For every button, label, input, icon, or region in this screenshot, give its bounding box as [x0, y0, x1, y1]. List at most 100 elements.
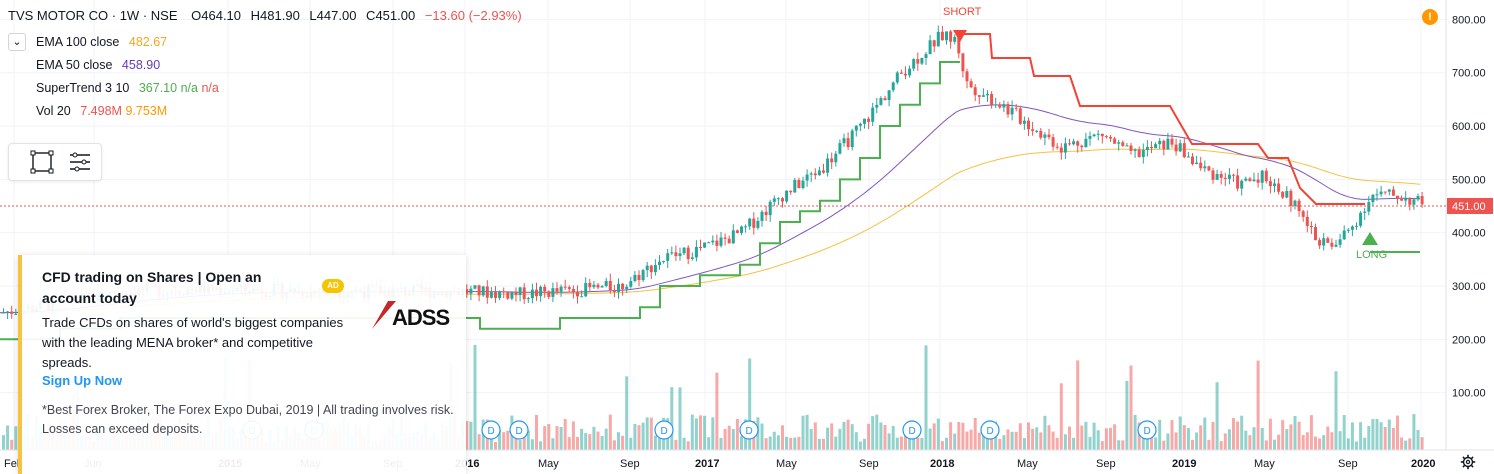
ad-title[interactable]: CFD trading on Shares | Open an account … — [42, 269, 262, 306]
dividend-marker[interactable] — [1137, 420, 1157, 440]
symbol-title[interactable]: TVS MOTOR CO · 1W · NSE — [8, 8, 178, 23]
candle-body — [645, 265, 649, 271]
candle-body — [1367, 202, 1371, 212]
candle-body — [1309, 225, 1313, 228]
time-tick-label: Sep — [859, 458, 879, 470]
candle-body — [1088, 136, 1092, 139]
candle-body — [1059, 147, 1063, 153]
volume-bar — [1178, 416, 1182, 450]
candle-body — [830, 158, 834, 163]
dividend-marker[interactable] — [509, 420, 529, 440]
chevron-down-icon[interactable]: ⌄ — [8, 33, 26, 51]
candle-body — [1186, 156, 1190, 158]
candle-body — [1076, 141, 1080, 146]
indicator-ema100[interactable]: EMA 100 close 482.67 — [36, 35, 168, 49]
candle-body — [477, 285, 481, 296]
volume-bar — [846, 419, 850, 450]
volume-bar — [1133, 414, 1137, 450]
volume-bar — [1137, 422, 1141, 450]
volume-bar — [949, 422, 953, 450]
candle-body — [600, 286, 604, 288]
candle-body — [580, 296, 584, 298]
long-label: LONG — [1356, 249, 1387, 261]
volume-bar — [1158, 419, 1162, 450]
volume-bar — [571, 421, 575, 450]
sign-up-link[interactable]: Sign Up Now — [42, 373, 123, 388]
candle-body — [1350, 226, 1354, 230]
volume-bar — [1236, 421, 1240, 450]
volume-bar — [567, 437, 571, 450]
volume-bar — [1199, 425, 1203, 450]
volume-bar — [670, 387, 674, 450]
volume-bar — [1150, 427, 1153, 450]
candle-body — [690, 257, 694, 259]
volume-bar — [895, 437, 899, 450]
candle-body — [1289, 190, 1293, 206]
dividend-marker[interactable] — [739, 420, 759, 440]
candle-body — [1355, 225, 1358, 227]
dividend-marker[interactable] — [654, 420, 674, 440]
volume-bar — [1084, 421, 1088, 450]
candle-body — [768, 201, 772, 216]
volume-bar — [1109, 427, 1112, 450]
dividend-marker[interactable] — [980, 420, 1000, 440]
candle-body — [916, 59, 920, 64]
candle-body — [867, 118, 871, 122]
dividend-marker[interactable] — [481, 420, 501, 440]
volume-bar — [817, 438, 821, 450]
candle-body — [928, 40, 932, 55]
candle-body — [879, 98, 883, 105]
indicator-supertrend[interactable]: SuperTrend 3 10 367.10 n/a n/a — [36, 81, 219, 95]
volume-bar — [596, 431, 600, 450]
indicator-volume[interactable]: Vol 20 7.498M 9.753M — [36, 104, 168, 118]
volume-bar — [1104, 428, 1108, 450]
dividend-marker[interactable] — [902, 420, 922, 440]
select-box-icon[interactable] — [29, 149, 55, 175]
candle-body — [1182, 143, 1186, 158]
candle-body — [826, 158, 830, 173]
candle-body — [1158, 140, 1162, 145]
volume-bar — [940, 441, 944, 450]
volume-bar — [1006, 429, 1010, 450]
volume-bar — [547, 424, 551, 450]
volume-bar — [760, 423, 764, 450]
price-tick-label: 300.00 — [1452, 281, 1486, 293]
alert-icon[interactable]: ! — [1422, 9, 1438, 25]
price-tick-label: 100.00 — [1452, 388, 1486, 400]
volume-bar — [1314, 436, 1317, 450]
volume-bar — [690, 414, 694, 450]
ad-banner[interactable]: CFD trading on Shares | Open an account … — [18, 255, 466, 474]
settings-lines-icon[interactable] — [67, 149, 93, 175]
candle-body — [1104, 136, 1108, 138]
volume-bar — [469, 421, 473, 450]
candle-body — [945, 31, 948, 41]
dividend-marker-label: D — [661, 426, 668, 437]
indicator-ema50[interactable]: EMA 50 close 458.90 — [36, 58, 161, 72]
volume-bar — [727, 425, 731, 450]
gear-icon[interactable] — [1460, 454, 1476, 470]
low-value: 447.00 — [316, 8, 357, 23]
candle-body — [1387, 189, 1391, 192]
volume-bar — [1252, 427, 1256, 450]
volume-bar — [1154, 437, 1158, 450]
volume-bar — [678, 387, 682, 450]
candle-body — [1006, 104, 1010, 115]
volume-bar — [891, 425, 895, 450]
candle-body — [805, 174, 809, 181]
volume-bar — [686, 441, 690, 450]
candle-body — [1022, 120, 1026, 124]
candle-body — [502, 291, 506, 293]
candle-body — [1063, 143, 1067, 153]
candle-body — [1232, 174, 1235, 176]
volume-bar — [498, 429, 502, 450]
volume-bar — [694, 418, 698, 450]
ad-badge: AD — [322, 279, 344, 293]
candle-body — [686, 247, 690, 259]
volume-bar — [977, 432, 981, 450]
candle-body — [1002, 104, 1006, 108]
volume-bar — [641, 422, 645, 450]
time-tick-label: 2020 — [1411, 458, 1435, 470]
volume-bar — [1363, 437, 1367, 450]
volume-bar — [535, 414, 538, 450]
volume-bar — [1301, 435, 1305, 450]
